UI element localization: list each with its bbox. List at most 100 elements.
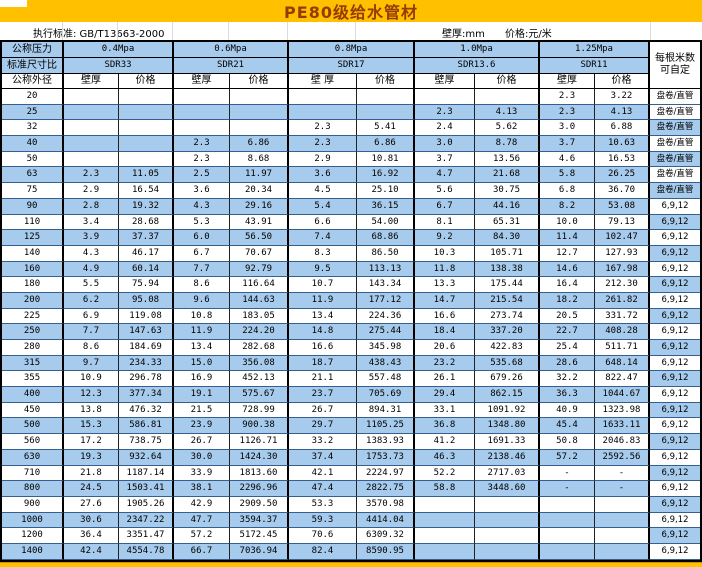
wall-cell: 11.4 bbox=[540, 230, 595, 246]
wall-cell: 5.5 bbox=[64, 277, 119, 293]
wall-cell: 2.3 bbox=[540, 104, 595, 121]
wall-cell: 9.6 bbox=[174, 292, 230, 309]
table-header: 公称压力 0.4Mpa 0.6Mpa 0.8Mpa 1.0Mpa 1.25Mpa… bbox=[2, 42, 700, 89]
price-cell: 127.93 bbox=[595, 245, 650, 262]
wall-cell: 4.7 bbox=[415, 167, 475, 184]
price-cell: 476.32 bbox=[119, 402, 174, 419]
table-row: 500 15.3 586.81 23.9 900.38 29.7 1105.25 36.8 13… bbox=[2, 418, 700, 435]
wall-cell: 3.6 bbox=[174, 183, 230, 199]
wall-cell: 41.2 bbox=[415, 434, 475, 450]
price-caption: 价格 bbox=[119, 74, 174, 89]
price-cell: 11.97 bbox=[230, 167, 289, 184]
price-cell: 5.41 bbox=[357, 120, 415, 137]
meters-cell: 6,9,12 bbox=[650, 198, 700, 215]
wall-cell: 2.4 bbox=[415, 120, 475, 137]
wall-cell: 5.6 bbox=[415, 183, 475, 199]
wall-cell: 2.3 bbox=[174, 136, 230, 152]
wall-cell: 12.3 bbox=[64, 387, 119, 403]
price-cell: 36.70 bbox=[595, 183, 650, 199]
price-cell: 377.34 bbox=[119, 387, 174, 403]
price-cell bbox=[119, 151, 174, 168]
price-cell: 822.47 bbox=[595, 371, 650, 388]
wall-cell: 11.8 bbox=[415, 261, 475, 278]
wall-cell bbox=[174, 89, 230, 105]
price-cell: 53.08 bbox=[595, 198, 650, 215]
wall-cell: 3.0 bbox=[540, 120, 595, 137]
wall-cell: 33.9 bbox=[174, 465, 230, 482]
table-row: 20 2.3 3.22 盘卷/直管 bbox=[2, 89, 700, 105]
price-cell: 331.72 bbox=[595, 308, 650, 325]
price-cell: 175.44 bbox=[475, 277, 540, 293]
wall-cell bbox=[540, 512, 595, 529]
price-cell: 1633.11 bbox=[595, 418, 650, 435]
wall-cell: 57.2 bbox=[174, 528, 230, 544]
wall-cell: 21.5 bbox=[174, 402, 230, 419]
price-cell: 184.69 bbox=[119, 340, 174, 356]
meters-cell: 6,9,12 bbox=[650, 340, 700, 356]
sdr-13.6: SDR13.6 bbox=[415, 58, 540, 74]
wall-cell: 9.2 bbox=[415, 230, 475, 246]
meters-cell: 盘卷/直管 bbox=[650, 89, 700, 105]
wall-cell: 30.6 bbox=[64, 512, 119, 529]
price-cell: 3351.47 bbox=[119, 528, 174, 544]
meters-cell: 盘卷/直管 bbox=[650, 120, 700, 137]
price-cell: 234.33 bbox=[119, 355, 174, 372]
title-bar: PE80级给水管材 bbox=[0, 0, 702, 22]
table-row: 315 9.7 234.33 15.0 356.08 18.7 438.43 23.2 535.… bbox=[2, 355, 700, 372]
wall-cell: 47.7 bbox=[174, 512, 230, 529]
price-cell: 4414.04 bbox=[357, 512, 415, 529]
wall-cell: 82.4 bbox=[289, 543, 357, 560]
price-cell: 13.56 bbox=[475, 151, 540, 168]
price-cell: 2822.75 bbox=[357, 481, 415, 497]
meters-cell: 6,9,12 bbox=[650, 308, 700, 325]
price-cell: 10.63 bbox=[595, 136, 650, 152]
sdr-17: SDR17 bbox=[289, 58, 415, 74]
wall-cell: 4.6 bbox=[540, 151, 595, 168]
price-cell: 6.86 bbox=[230, 136, 289, 152]
diameter-label: 公称外径 bbox=[2, 74, 64, 89]
wall-cell: 4.3 bbox=[64, 245, 119, 262]
meters-header: 每根米数可自定 bbox=[650, 42, 700, 89]
price-cell: 10.81 bbox=[357, 151, 415, 168]
wall-cell: 5.3 bbox=[174, 214, 230, 231]
price-cell bbox=[475, 543, 540, 560]
price-cell bbox=[475, 512, 540, 529]
wall-cell: 3.7 bbox=[540, 136, 595, 152]
diameter-cell: 32 bbox=[2, 120, 64, 137]
wall-cell: 37.4 bbox=[289, 449, 357, 466]
price-cell: 296.78 bbox=[119, 371, 174, 388]
price-cell: 26.25 bbox=[595, 167, 650, 184]
price-cell: 138.38 bbox=[475, 261, 540, 278]
wall-cell: 58.8 bbox=[415, 481, 475, 497]
gridline bbox=[117, 22, 118, 40]
price-cell: 1813.60 bbox=[230, 465, 289, 482]
sdr-33: SDR33 bbox=[64, 58, 174, 74]
wall-cell: 10.3 bbox=[415, 245, 475, 262]
table-row: 630 19.3 932.64 30.0 1424.30 37.4 1753.73 46.3 2… bbox=[2, 449, 700, 466]
corner-notch bbox=[0, 0, 27, 7]
price-cell: 452.13 bbox=[230, 371, 289, 388]
wall-cell: - bbox=[540, 465, 595, 482]
diameter-cell: 630 bbox=[2, 449, 64, 466]
meters-cell: 6,9,12 bbox=[650, 277, 700, 293]
meters-cell: 6,9,12 bbox=[650, 230, 700, 246]
price-cell bbox=[475, 496, 540, 513]
wall-cell: 16.6 bbox=[415, 308, 475, 325]
wall-cell: 3.9 bbox=[64, 230, 119, 246]
price-cell: 16.92 bbox=[357, 167, 415, 184]
wall-cell: 13.4 bbox=[289, 308, 357, 325]
price-cell: 2347.22 bbox=[119, 512, 174, 529]
wall-cell: 18.2 bbox=[540, 292, 595, 309]
price-cell: 46.17 bbox=[119, 245, 174, 262]
wall-cell: 25.4 bbox=[540, 340, 595, 356]
wall-cell: 32.2 bbox=[540, 371, 595, 388]
gridline bbox=[355, 22, 356, 40]
meters-cell: 盘卷/直管 bbox=[650, 104, 700, 121]
wall-cell: 10.0 bbox=[540, 214, 595, 231]
price-cell: 900.38 bbox=[230, 418, 289, 435]
wall-cell: 13.8 bbox=[64, 402, 119, 419]
price-cell: 86.50 bbox=[357, 245, 415, 262]
wall-cell: 70.6 bbox=[289, 528, 357, 544]
meters-cell: 6,9,12 bbox=[650, 324, 700, 340]
price-cell: 44.16 bbox=[475, 198, 540, 215]
